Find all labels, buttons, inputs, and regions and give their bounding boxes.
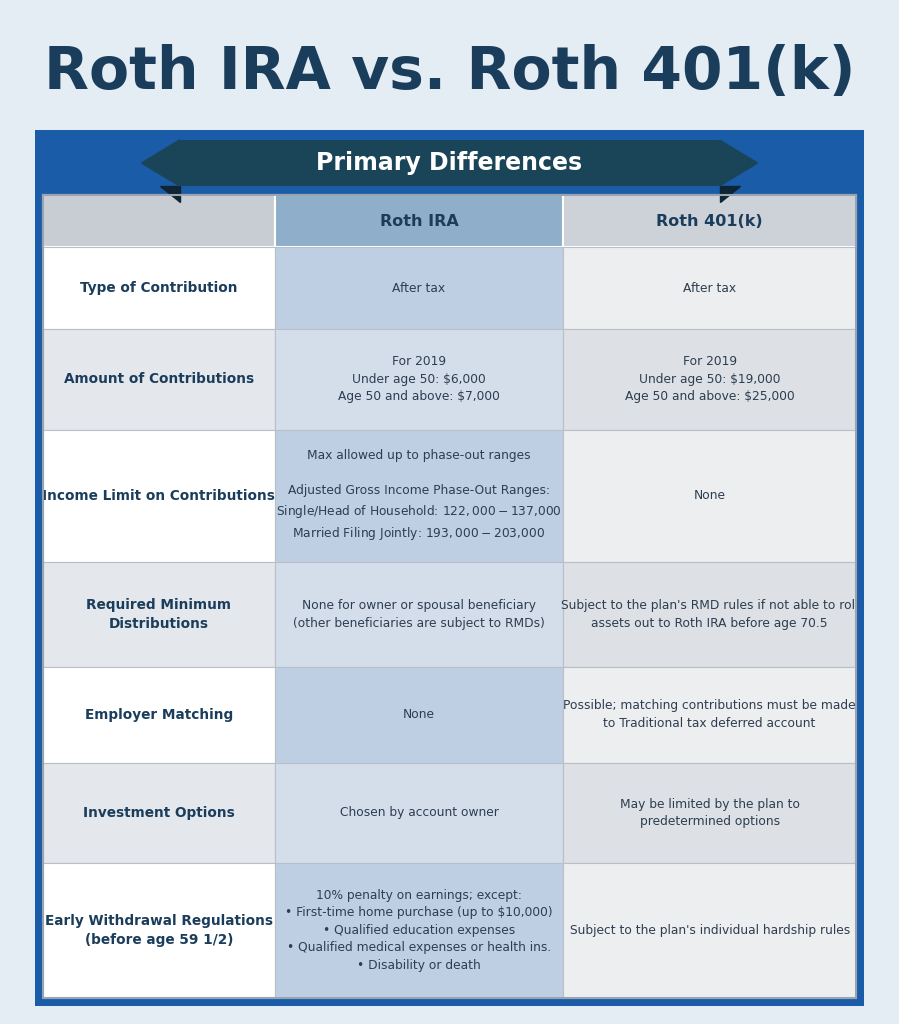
Bar: [275, 763, 564, 863]
Bar: [275, 247, 564, 329]
Bar: [275, 329, 564, 429]
Text: None for owner or spousal beneficiary
(other beneficiaries are subject to RMDs): None for owner or spousal beneficiary (o…: [293, 599, 545, 630]
Bar: [275, 195, 564, 247]
Bar: [43, 195, 856, 998]
Bar: [564, 195, 856, 247]
Text: 10% penalty on earnings; except:
• First-time home purchase (up to $10,000)
• Qu: 10% penalty on earnings; except: • First…: [285, 889, 553, 972]
Text: Income Limit on Contributions: Income Limit on Contributions: [42, 488, 275, 503]
Bar: [43, 667, 275, 763]
Text: Primary Differences: Primary Differences: [316, 151, 583, 175]
Text: May be limited by the plan to
predetermined options: May be limited by the plan to predetermi…: [619, 798, 799, 828]
Bar: [275, 429, 564, 562]
Text: None: None: [403, 709, 435, 721]
Bar: [564, 667, 856, 763]
Text: After tax: After tax: [393, 282, 446, 295]
Text: Max allowed up to phase-out ranges

Adjusted Gross Income Phase-Out Ranges:
Sing: Max allowed up to phase-out ranges Adjus…: [276, 450, 562, 542]
Text: None: None: [694, 489, 725, 502]
Bar: [43, 562, 275, 667]
Polygon shape: [159, 186, 180, 202]
Text: Required Minimum
Distributions: Required Minimum Distributions: [86, 598, 231, 631]
Text: Early Withdrawal Regulations
(before age 59 1/2): Early Withdrawal Regulations (before age…: [45, 913, 273, 947]
Bar: [564, 562, 856, 667]
Text: Roth IRA vs. Roth 401(k): Roth IRA vs. Roth 401(k): [44, 43, 855, 100]
Bar: [35, 130, 864, 1006]
Text: Investment Options: Investment Options: [83, 806, 235, 820]
Bar: [275, 667, 564, 763]
Text: Chosen by account owner: Chosen by account owner: [340, 806, 498, 819]
Text: Roth 401(k): Roth 401(k): [656, 213, 763, 228]
Text: Employer Matching: Employer Matching: [85, 708, 233, 722]
Bar: [275, 863, 564, 998]
Bar: [43, 329, 275, 429]
Bar: [43, 247, 275, 329]
Text: For 2019
Under age 50: $19,000
Age 50 and above: $25,000: For 2019 Under age 50: $19,000 Age 50 an…: [625, 355, 795, 403]
Text: Roth IRA: Roth IRA: [379, 213, 458, 228]
Polygon shape: [719, 186, 740, 202]
Bar: [564, 429, 856, 562]
Text: Subject to the plan's RMD rules if not able to roll
assets out to Roth IRA befor: Subject to the plan's RMD rules if not a…: [561, 599, 859, 630]
Bar: [43, 763, 275, 863]
Bar: [564, 329, 856, 429]
Text: After tax: After tax: [683, 282, 736, 295]
Bar: [564, 763, 856, 863]
Text: Amount of Contributions: Amount of Contributions: [64, 373, 254, 386]
Text: Subject to the plan's individual hardship rules: Subject to the plan's individual hardshi…: [570, 924, 850, 937]
Text: Possible; matching contributions must be made
to Traditional tax deferred accoun: Possible; matching contributions must be…: [564, 699, 856, 730]
Bar: [43, 195, 275, 247]
Polygon shape: [141, 140, 180, 186]
Text: For 2019
Under age 50: $6,000
Age 50 and above: $7,000: For 2019 Under age 50: $6,000 Age 50 and…: [338, 355, 500, 403]
Bar: [564, 247, 856, 329]
Text: Type of Contribution: Type of Contribution: [80, 281, 237, 295]
Polygon shape: [719, 140, 758, 186]
Bar: [43, 863, 275, 998]
Bar: [275, 562, 564, 667]
Bar: [43, 429, 275, 562]
Bar: [564, 863, 856, 998]
Bar: [180, 140, 719, 186]
